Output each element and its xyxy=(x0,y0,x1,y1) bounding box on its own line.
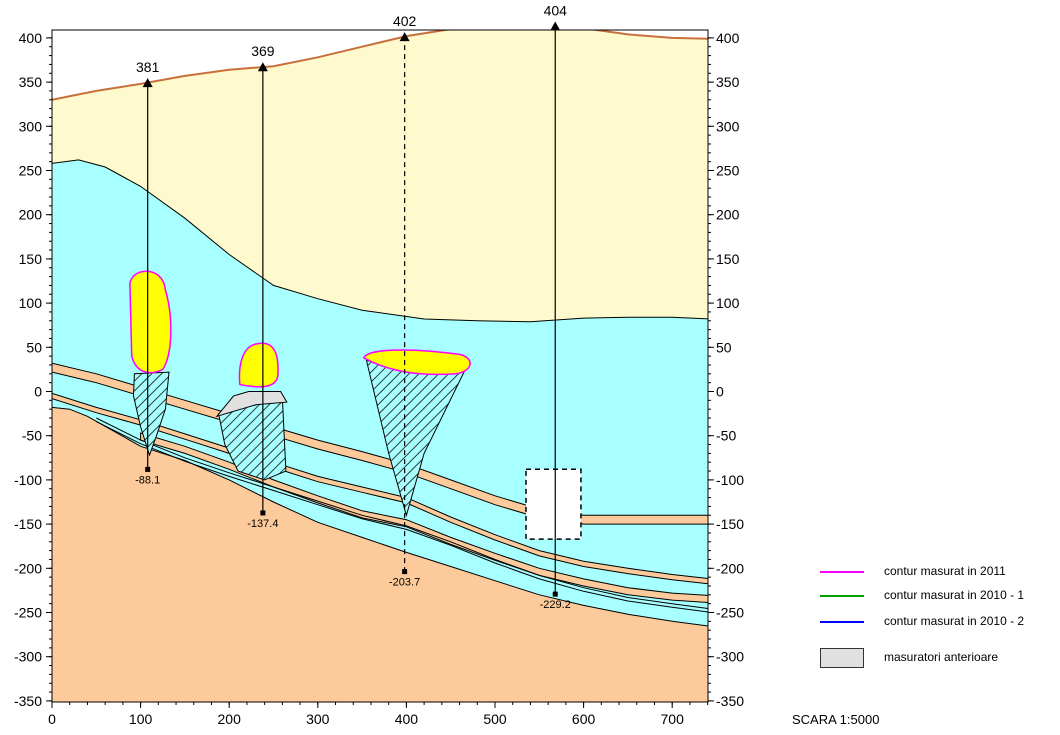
y-tick-label-left: -250 xyxy=(14,605,42,621)
x-tick-label: 0 xyxy=(48,711,56,727)
y-tick-label-left: -50 xyxy=(22,428,42,444)
y-tick-label-left: 300 xyxy=(19,118,43,134)
borehole-name-402: 402 xyxy=(393,13,417,29)
y-tick-label-left: -350 xyxy=(14,693,42,709)
borehole-top-marker-404 xyxy=(550,21,561,31)
y-tick-label-left: 400 xyxy=(19,30,43,46)
y-tick-label-left: 250 xyxy=(19,163,43,179)
y-tick-label-right: -50 xyxy=(716,428,736,444)
y-tick-label-right: 250 xyxy=(716,163,740,179)
borehole-top-marker-369 xyxy=(257,62,268,72)
cavity-2011-2 xyxy=(238,342,279,388)
borehole-bottom-marker-369 xyxy=(260,510,266,516)
y-tick-label-left: -150 xyxy=(14,516,42,532)
y-tick-label-left: 350 xyxy=(19,74,43,90)
y-tick-label-right: 50 xyxy=(716,339,732,355)
borehole-name-381: 381 xyxy=(136,59,160,75)
y-tick-label-right: -100 xyxy=(716,472,744,488)
coal-seam-lower xyxy=(140,432,708,604)
legend-swatch-2011 xyxy=(820,571,864,573)
x-tick-label: 100 xyxy=(129,711,153,727)
y-tick-label-right: -250 xyxy=(716,605,744,621)
legend-swatch-2010-1 xyxy=(820,595,864,597)
borehole-name-404: 404 xyxy=(544,3,568,19)
borehole-name-369: 369 xyxy=(251,43,275,59)
upper-layer xyxy=(52,30,708,322)
y-tick-label-right: 0 xyxy=(716,384,724,400)
seam-boundary-line xyxy=(96,417,708,609)
y-tick-label-right: 400 xyxy=(716,30,740,46)
cavity-2011-3 xyxy=(362,349,471,376)
x-tick-label: 700 xyxy=(661,711,685,727)
x-tick-label: 200 xyxy=(218,711,242,727)
borehole-depth-381: -88.1 xyxy=(135,474,160,486)
y-tick-label-right: 300 xyxy=(716,118,740,134)
ground-surface-line xyxy=(52,30,708,101)
bedrock-boundary xyxy=(52,406,708,627)
collapse-zone-1 xyxy=(132,371,170,457)
y-tick-label-right: -350 xyxy=(716,693,744,709)
borehole-depth-369: -137.4 xyxy=(247,518,278,530)
legend-label: contur masurat in 2010 - 1 xyxy=(884,588,1025,602)
y-tick-label-right: 350 xyxy=(716,74,740,90)
borehole-depth-402: -203.7 xyxy=(389,577,420,589)
y-tick-label-right: -300 xyxy=(716,649,744,665)
y-tick-label-left: -300 xyxy=(14,649,42,665)
legend-label: masuratori anterioare xyxy=(884,650,999,664)
seam-boundary-line xyxy=(96,421,708,613)
y-tick-label-left: 100 xyxy=(19,295,43,311)
legend-swatch-previous xyxy=(820,648,864,668)
borehole-bottom-marker-381 xyxy=(145,466,151,472)
y-tick-label-right: 200 xyxy=(716,207,740,223)
legend-swatch-2010-2 xyxy=(820,621,864,623)
y-tick-label-left: 150 xyxy=(19,251,43,267)
y-tick-label-left: -200 xyxy=(14,560,42,576)
y-tick-label-right: -200 xyxy=(716,560,744,576)
y-tick-label-left: 0 xyxy=(34,384,42,400)
x-tick-label: 400 xyxy=(395,711,419,727)
y-tick-label-left: 200 xyxy=(19,207,43,223)
x-tick-label: 300 xyxy=(306,711,330,727)
borehole-bottom-marker-404 xyxy=(552,591,558,597)
y-tick-label-right: 150 xyxy=(716,251,740,267)
bedrock-layer xyxy=(52,407,708,702)
previous-measurement-2 xyxy=(215,391,288,418)
plot-frame xyxy=(51,29,709,703)
y-tick-label-right: -150 xyxy=(716,516,744,532)
x-tick-label: 500 xyxy=(483,711,507,727)
y-tick-label-right: 100 xyxy=(716,295,740,311)
sky-area xyxy=(52,30,708,100)
cavity-2011-1 xyxy=(129,270,172,374)
borehole-depth-404: -229.2 xyxy=(540,599,571,611)
unmeasured-zone xyxy=(525,468,582,540)
borehole-top-marker-381 xyxy=(142,78,153,88)
borehole-top-marker-402 xyxy=(399,32,410,42)
legend-label: contur masurat in 2010 - 2 xyxy=(884,614,1025,628)
water-layer-boundary xyxy=(52,159,708,323)
legend-label: contur masurat in 2011 xyxy=(884,564,1006,578)
y-tick-label-left: -100 xyxy=(14,472,42,488)
x-tick-label: 600 xyxy=(572,711,596,727)
borehole-bottom-marker-402 xyxy=(402,569,408,575)
y-tick-label-left: 50 xyxy=(26,339,42,355)
scale-label: SCARA 1:5000 xyxy=(792,712,880,727)
